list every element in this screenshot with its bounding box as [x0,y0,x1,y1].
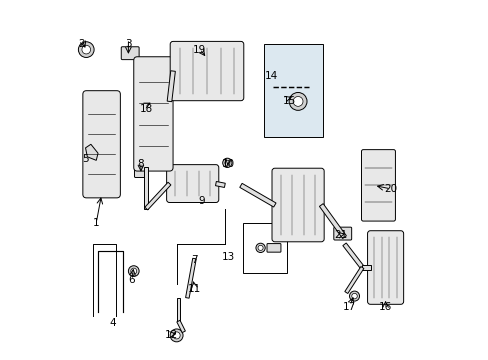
Circle shape [131,268,137,274]
Circle shape [170,329,183,342]
FancyBboxPatch shape [271,168,324,242]
Text: 7: 7 [191,255,198,265]
Text: 12: 12 [164,330,178,341]
FancyBboxPatch shape [121,47,139,60]
FancyBboxPatch shape [134,161,147,177]
Text: 20: 20 [384,184,397,194]
Polygon shape [344,266,363,293]
Text: 5: 5 [82,154,89,163]
Polygon shape [85,144,98,160]
Text: 18: 18 [140,104,153,113]
Text: 2: 2 [79,39,85,49]
Text: 21: 21 [334,230,347,240]
Circle shape [349,291,359,301]
Polygon shape [167,71,175,102]
Text: 3: 3 [125,39,131,49]
Bar [264,44,323,137]
Circle shape [222,158,231,167]
Polygon shape [319,204,346,239]
Polygon shape [144,182,171,210]
Text: 19: 19 [193,45,206,55]
FancyBboxPatch shape [170,41,244,101]
Text: 8: 8 [137,159,144,169]
Polygon shape [215,181,225,188]
FancyBboxPatch shape [333,227,351,240]
Text: 10: 10 [222,159,235,169]
Polygon shape [239,183,275,207]
Text: 4: 4 [109,318,115,328]
Text: 9: 9 [198,197,204,206]
Circle shape [82,45,90,54]
Text: 13: 13 [222,252,235,262]
Circle shape [293,96,303,106]
Polygon shape [177,320,185,333]
FancyBboxPatch shape [266,244,281,252]
FancyBboxPatch shape [82,91,120,198]
Text: 16: 16 [378,302,391,312]
Text: 1: 1 [93,218,100,228]
FancyBboxPatch shape [367,231,403,304]
Circle shape [351,293,357,299]
Bar [242,223,287,273]
Polygon shape [342,243,364,269]
Circle shape [255,243,264,252]
Text: 11: 11 [187,284,201,294]
Text: 14: 14 [264,71,277,81]
Circle shape [288,93,306,111]
Circle shape [173,332,180,339]
FancyBboxPatch shape [134,57,173,171]
FancyBboxPatch shape [166,165,218,203]
Polygon shape [176,298,180,321]
FancyBboxPatch shape [361,150,395,221]
Polygon shape [144,167,148,208]
Polygon shape [362,265,370,270]
Circle shape [128,266,139,276]
Polygon shape [185,258,196,298]
Text: 17: 17 [343,302,356,312]
Text: 6: 6 [128,275,135,285]
Circle shape [224,160,229,165]
Text: 15: 15 [282,96,295,107]
Circle shape [258,245,263,251]
Circle shape [78,42,94,58]
